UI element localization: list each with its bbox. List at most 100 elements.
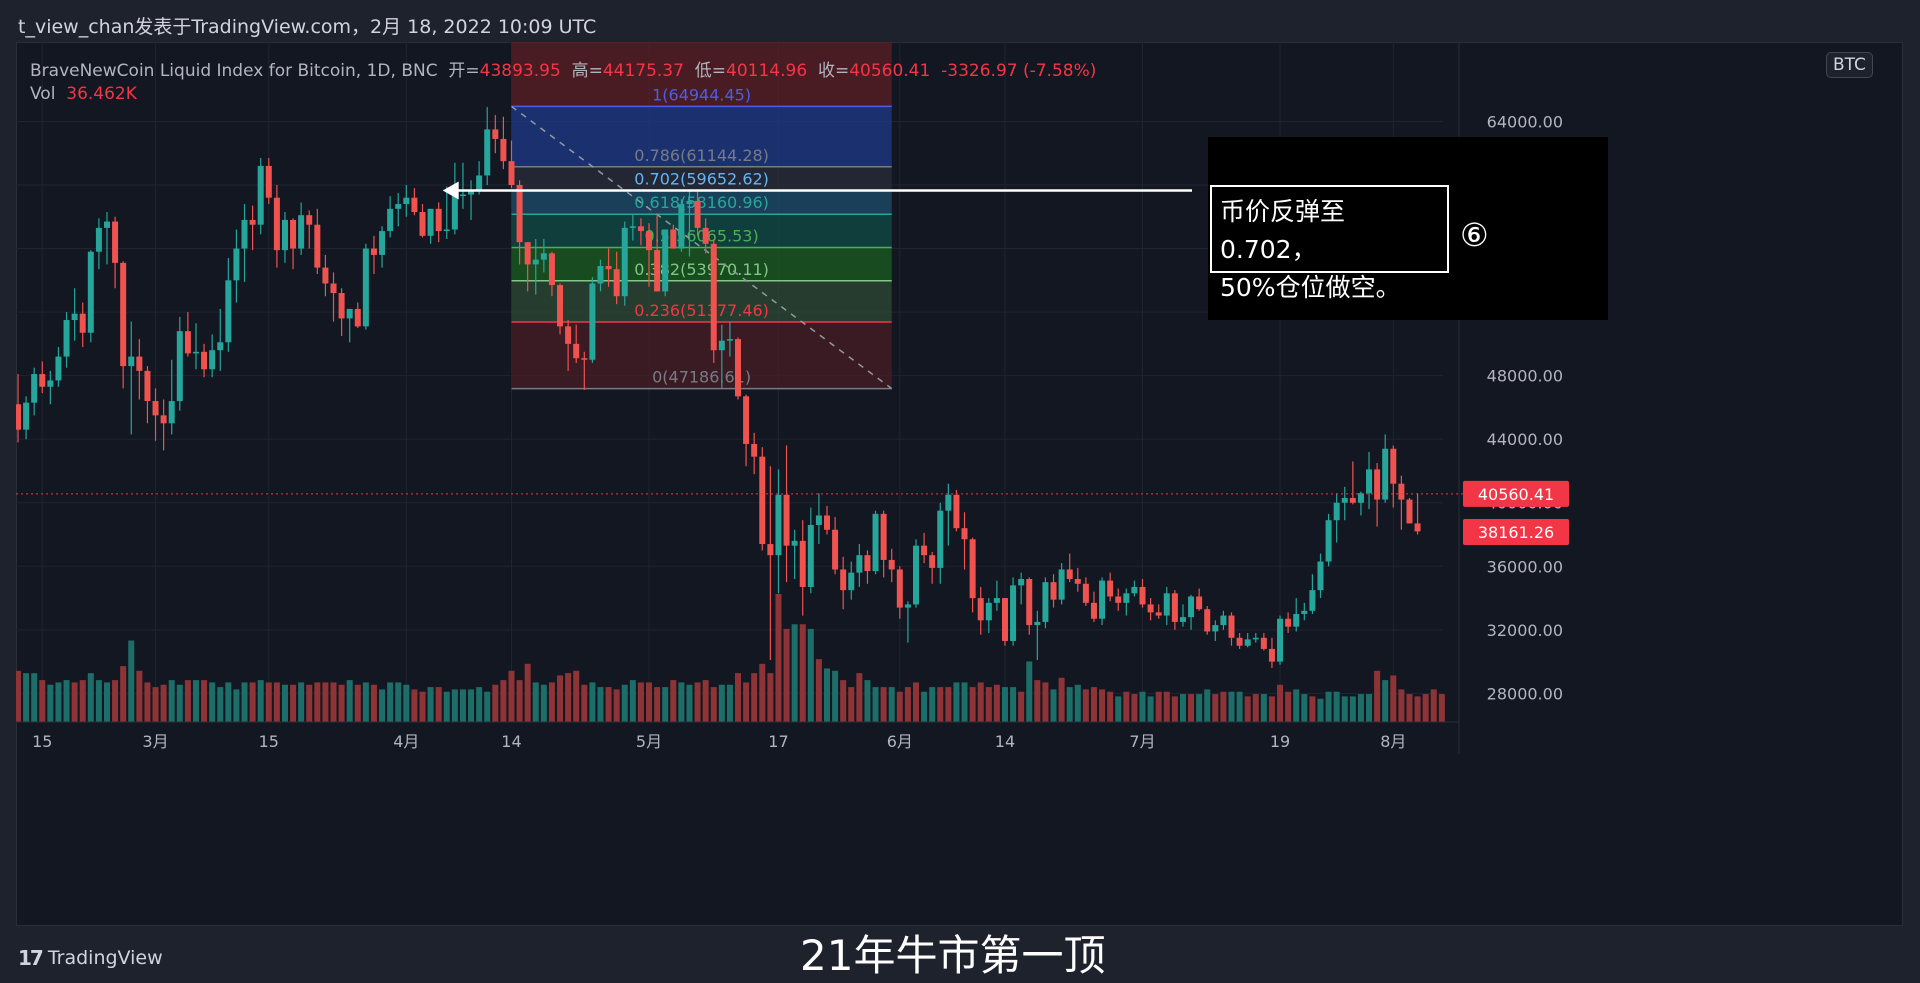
volume-bar	[484, 691, 491, 722]
candle-body	[233, 248, 240, 281]
volume-bar	[395, 682, 402, 722]
volume-bar	[354, 684, 361, 722]
candle-body	[1050, 582, 1057, 600]
volume-bar	[1074, 684, 1081, 722]
candle-body	[370, 248, 377, 255]
candle-body	[1349, 497, 1356, 503]
candle-body	[888, 559, 895, 570]
volume-bar	[209, 682, 216, 722]
volume-bar	[775, 594, 782, 722]
candle-body	[767, 544, 774, 556]
volume-bar	[419, 691, 426, 722]
volume-bar	[1333, 691, 1340, 722]
volume-bar	[233, 689, 240, 722]
volume-bar	[767, 673, 774, 722]
volume-bar	[1058, 677, 1065, 722]
candle-body	[969, 539, 976, 599]
time-tick-label: 15	[259, 732, 279, 751]
volume-bar	[1107, 691, 1114, 722]
candle-body	[807, 524, 814, 587]
symbol-legend[interactable]: BraveNewCoin Liquid Index for Bitcoin, 1…	[30, 61, 1097, 81]
volume-bar	[815, 659, 822, 722]
volume-bar	[1398, 689, 1405, 722]
volume-bar	[71, 682, 78, 722]
candle-body	[1082, 583, 1089, 603]
candle-body	[192, 351, 199, 354]
candle-body	[1026, 579, 1033, 626]
currency-badge[interactable]: BTC	[1826, 52, 1873, 78]
candle-body	[1196, 596, 1203, 610]
volume-bar	[662, 687, 669, 722]
tradingview-logo[interactable]: 17 TradingView	[18, 946, 163, 970]
candle-body	[912, 545, 919, 605]
volume-bar	[597, 687, 604, 722]
candle-body	[55, 356, 62, 381]
price-tick-label: 44000.00	[1487, 430, 1563, 449]
price-chart[interactable]: 1(64944.45) 0.786(61144.28) 0.702(59652.62…	[16, 42, 1903, 926]
volume-bar	[249, 682, 256, 722]
candle-body	[435, 208, 442, 232]
fib-level-label: 0.702(59652.62)	[634, 170, 769, 189]
volume-bar	[23, 673, 30, 722]
volume-bar	[912, 682, 919, 722]
candle-body	[63, 320, 70, 357]
candle-body	[468, 189, 475, 195]
candle-body	[832, 529, 839, 570]
volume-bar	[435, 687, 442, 722]
candle-body	[904, 604, 911, 608]
volume-bar	[192, 680, 199, 722]
candle-body	[31, 374, 38, 403]
candle-body	[23, 402, 30, 430]
price-tag-box	[1463, 518, 1569, 545]
volume-bar	[1115, 696, 1122, 722]
volume-bar	[55, 682, 62, 722]
volume-bar	[1374, 670, 1381, 722]
volume-bar	[298, 682, 305, 722]
candle-body	[1374, 469, 1381, 500]
close-label: 收	[817, 61, 835, 81]
candle-body	[589, 283, 596, 360]
candle-body	[629, 226, 636, 228]
volume-bar	[872, 687, 879, 722]
candle-body	[1293, 613, 1300, 627]
volume-legend[interactable]: Vol 36.462K	[30, 84, 137, 104]
annotation-box[interactable]: 币价反弹至0.702， 50%仓位做空。	[1210, 185, 1449, 302]
volume-bar	[1082, 689, 1089, 722]
volume-bar	[257, 680, 264, 722]
candle-body	[176, 331, 183, 402]
volume-bar	[1252, 694, 1259, 722]
candle-body	[896, 569, 903, 608]
candle-body	[937, 510, 944, 568]
fib-level-label: 0.5(56065.53)	[644, 227, 758, 246]
price-tag-label: 40560.41	[1478, 485, 1554, 504]
volume-bar	[31, 673, 38, 722]
candle-body	[565, 326, 572, 344]
volume-bar	[128, 640, 135, 722]
candle-body	[581, 358, 588, 360]
low-value: 40114.96	[726, 61, 808, 81]
volume-bar	[654, 687, 661, 722]
volume-bar	[1099, 689, 1106, 722]
volume-bar	[532, 682, 539, 722]
volume-bar	[1341, 696, 1348, 722]
annotation-backdrop	[1208, 137, 1608, 320]
high-label: 高	[571, 61, 589, 81]
candle-body	[694, 200, 701, 228]
price-tag-label: 38161.26	[1478, 523, 1554, 542]
volume-bar	[265, 682, 272, 722]
volume-bar	[880, 687, 887, 722]
candle-body	[654, 250, 661, 292]
volume-bar	[1163, 691, 1170, 722]
volume-bar	[1220, 691, 1227, 722]
candle-body	[1131, 586, 1138, 594]
volume-bar	[168, 680, 175, 722]
candle-body	[1382, 448, 1389, 500]
volume-bar	[1236, 691, 1243, 722]
candle-body	[1001, 598, 1008, 641]
candle-body	[605, 266, 612, 270]
candle-body	[346, 308, 353, 319]
candle-body	[557, 285, 564, 327]
volume-bar	[1042, 682, 1049, 722]
volume-bar	[1179, 694, 1186, 722]
volume-bar	[306, 684, 313, 722]
